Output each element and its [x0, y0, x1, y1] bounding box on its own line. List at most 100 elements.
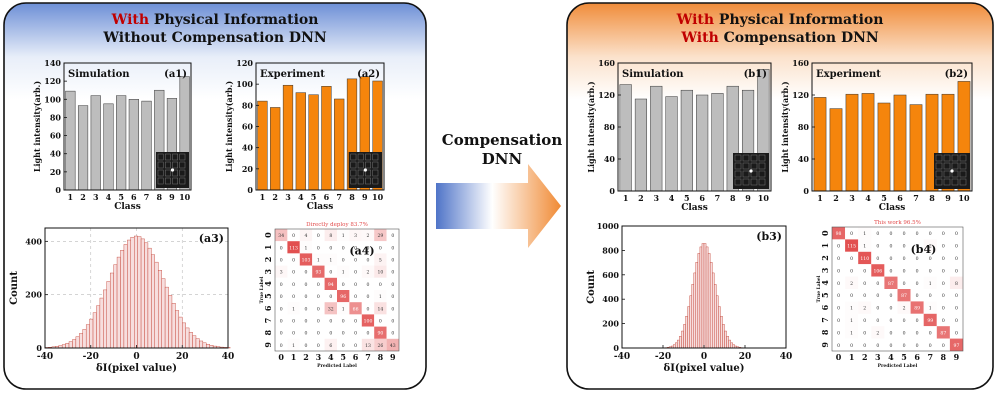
heatmap-value: 0	[942, 293, 945, 299]
heatmap-value: 0	[317, 245, 320, 251]
hist-bin	[113, 264, 118, 349]
heatmap-value: 90	[377, 331, 383, 337]
inset-cell	[959, 170, 967, 178]
inset-cell	[951, 162, 959, 170]
left-panel-subtitle: Without Compensation DNN	[102, 30, 327, 46]
heatmap-cell	[897, 264, 911, 277]
inset-cell	[365, 153, 371, 161]
inset-cell	[935, 178, 943, 186]
x-tick-label: -40	[614, 352, 630, 362]
inset-cell	[164, 177, 171, 185]
heatmap-cell	[910, 301, 924, 314]
bar-b2-1	[813, 97, 827, 192]
heatmap-value: 106	[873, 268, 882, 274]
heatmap-value: 0	[876, 281, 879, 287]
hist-bin	[192, 335, 197, 349]
heatmap-cell	[897, 301, 911, 314]
heatmap-cell	[871, 338, 885, 351]
x-tick-label: 1	[817, 193, 823, 203]
heatmap-value: 110	[860, 256, 869, 262]
heatmap-cell	[923, 251, 937, 265]
heatmap-cell	[884, 251, 898, 265]
heatmap-cell	[312, 253, 325, 266]
y-tick-label: 40	[798, 154, 810, 164]
heatmap-value: 0	[903, 268, 906, 274]
y-tick-label: 200	[602, 319, 619, 329]
heatmap-value: 0	[305, 294, 308, 300]
heatmap-cell	[361, 229, 375, 242]
x-tick-label: 8	[156, 192, 162, 202]
hist-bin	[689, 295, 692, 349]
heatmap-value: 0	[305, 343, 308, 349]
x-axis-label: Class	[681, 203, 708, 213]
y-tick-label: 60	[242, 122, 254, 132]
inset-cell	[372, 177, 379, 185]
inset-cell	[172, 177, 178, 185]
inset-cell	[959, 178, 967, 186]
y-tick-label: 7	[263, 318, 273, 324]
inset-cell	[179, 169, 186, 177]
heatmap-cell	[337, 302, 350, 315]
plot-frame	[831, 226, 964, 352]
heatmap-value: 0	[342, 343, 345, 349]
heatmap-cell	[324, 314, 337, 327]
heatmap-value: 0	[280, 319, 283, 325]
y-tick-label: 1	[263, 245, 273, 251]
x-tick-label: 0	[701, 352, 707, 362]
y-axis-label: Light intensity(arb.)	[224, 81, 234, 172]
hist-bin	[147, 247, 152, 349]
bar-a1-4	[103, 103, 114, 191]
hist-bin	[154, 261, 159, 349]
heatmap-cell	[949, 289, 963, 302]
heatmap-value: 0	[876, 343, 879, 349]
heatmap-cell	[923, 276, 937, 289]
heatmap-value: 0	[280, 245, 283, 251]
heatmap-cell	[275, 314, 288, 327]
bar-b2-3	[845, 93, 859, 192]
heatmap-cell	[361, 277, 375, 290]
y-tick-label: 8	[820, 329, 830, 335]
heatmap-value: 0	[942, 318, 945, 324]
heatmap-value: 0	[329, 294, 332, 300]
heatmap-value: 0	[305, 319, 308, 325]
x-tick-label: 9	[945, 193, 951, 203]
x-tick-label: 6	[131, 192, 137, 202]
heatmap-cell	[386, 277, 399, 290]
heatmap-cell	[337, 229, 350, 242]
heatmap-cell	[845, 313, 859, 327]
heatmap-value: 29	[377, 233, 383, 239]
heatmap-cell	[884, 264, 898, 277]
heatmap-value: 32	[328, 306, 334, 312]
heatmap-cell	[884, 227, 898, 240]
heatmap-cell	[324, 265, 337, 278]
heatmap-cell	[871, 239, 885, 252]
heatmap-cell	[936, 264, 950, 277]
heatmap-cell	[845, 239, 859, 252]
x-tick-label: 5	[340, 352, 346, 362]
heatmap-cell	[275, 326, 288, 339]
heatmap-value: 97	[954, 343, 960, 349]
heatmap-value: 3	[280, 270, 283, 276]
heatmap-cell	[845, 276, 859, 289]
heatmap-value: 0	[863, 343, 866, 349]
y-tick-label: 1000	[597, 221, 620, 231]
heatmap-cell	[287, 265, 300, 278]
x-tick-label: 3	[285, 192, 291, 202]
bar-b1-7	[711, 93, 724, 192]
y-tick-label: 3	[263, 268, 273, 274]
heatmap-cell	[349, 241, 362, 254]
x-tick-label: 8	[929, 193, 935, 203]
y-tick-label: 2	[263, 257, 273, 263]
heatmap-cell	[349, 265, 362, 278]
heatmap-value: 0	[391, 306, 394, 312]
heatmap-value: 0	[889, 231, 892, 237]
inset-cell	[164, 153, 171, 161]
heatmap-value: 0	[391, 282, 394, 288]
bar-b2-7	[909, 104, 923, 192]
heatmap-value: 89	[914, 306, 920, 312]
x-tick-label: 20	[739, 352, 752, 362]
inset-cell	[357, 153, 364, 161]
heatmap-value: 0	[280, 331, 283, 337]
heatmap-value: 0	[280, 282, 283, 288]
